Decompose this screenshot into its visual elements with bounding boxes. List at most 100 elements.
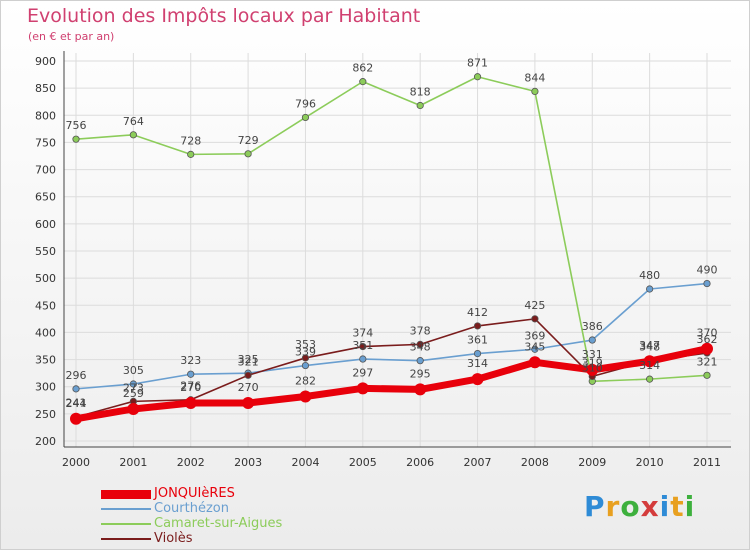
x-tick-label: 2009 [578,456,606,469]
data-label: 323 [180,354,201,367]
data-point [127,402,140,415]
data-point [531,315,539,323]
data-label: 353 [295,338,316,351]
data-label: 321 [697,355,718,368]
data-label: 480 [639,269,660,282]
data-point [72,135,80,143]
data-point [473,73,482,81]
data-label: 425 [524,299,545,312]
x-tick-label: 2004 [291,456,319,469]
data-label: 844 [524,71,545,84]
data-label: 728 [180,134,201,147]
y-tick-label: 500 [35,272,56,285]
proxiti-logo: Proxiti [584,490,696,523]
y-tick-label: 350 [35,354,56,367]
legend-swatch [101,489,151,499]
y-tick-label: 750 [35,136,56,149]
data-label: 282 [295,374,316,387]
series-lines [70,73,713,425]
data-point [473,349,482,358]
data-point [244,371,252,379]
y-tick-label: 400 [35,326,56,339]
data-label: 369 [524,329,545,342]
chart-title: Evolution des Impôts locaux par Habitant [27,5,421,27]
x-tick-label: 2006 [406,456,434,469]
data-label: 348 [410,341,431,354]
x-tick-label: 2001 [119,456,147,469]
data-label: 270 [238,381,259,394]
data-point [646,285,654,293]
y-tick-label: 650 [35,191,56,204]
legend-item: Courthézon [101,501,351,517]
legend-item: Camaret-sur-Aigues [101,516,351,532]
data-point [646,375,654,383]
series-line [72,345,711,423]
data-point [528,356,541,369]
x-tick-label: 2008 [521,456,549,469]
data-label: 305 [123,364,144,377]
y-tick-label: 600 [35,218,56,231]
data-label: 370 [697,327,718,340]
axes: 200 250 300 350 400 450 500 550 600 650 700 750 800 8… [35,51,731,469]
data-label: 244 [66,397,87,410]
data-point [242,397,255,409]
legend-swatch [101,538,151,540]
y-tick-label: 450 [35,299,56,312]
x-tick-label: 2000 [62,456,90,469]
x-tick-label: 2007 [464,456,492,469]
y-tick-label: 850 [35,82,56,95]
data-point [586,363,599,376]
data-label: 818 [410,86,431,99]
y-tick-label: 550 [35,245,56,258]
data-point [299,390,312,403]
data-point [471,373,484,386]
data-point [703,371,711,379]
data-label: 756 [66,119,87,132]
data-point [184,397,197,409]
data-label: 796 [295,97,316,110]
data-label: 412 [467,306,488,319]
x-tick-label: 2011 [693,456,721,469]
data-point [244,150,252,158]
data-label: 276 [180,380,201,393]
data-label: 490 [697,264,718,277]
x-tick-label: 2010 [636,456,664,469]
data-label: 871 [467,57,488,70]
data-point [301,361,310,370]
data-point [643,355,656,368]
data-label: 347 [639,339,660,352]
data-point [129,380,137,388]
data-label: 310 [582,361,603,374]
data-point [531,345,539,353]
y-tick-label: 200 [35,435,56,448]
data-label: 378 [410,324,431,337]
series-line [75,75,708,383]
data-point [187,370,195,378]
data-label: 321 [238,355,259,368]
data-point [72,385,80,393]
data-label: 331 [582,348,603,361]
data-point [301,113,310,122]
y-tick-label: 250 [35,408,56,421]
data-label: 362 [697,333,718,346]
data-label: 297 [352,366,373,379]
data-label: 314 [467,357,488,370]
data-point [416,340,424,348]
data-label: 351 [352,339,373,352]
legend-swatch [101,508,151,510]
data-label: 296 [66,369,87,382]
data-label: 325 [238,353,259,366]
data-point [359,355,367,363]
y-tick-label: 700 [35,164,56,177]
legend-item: Violès [101,531,351,547]
data-point [359,78,367,86]
data-label: 295 [410,367,431,380]
data-label: 729 [238,134,259,147]
legend-swatch [101,523,151,525]
data-label: 259 [123,387,144,400]
data-point [301,354,310,362]
data-point [701,342,713,355]
data-point [588,336,596,344]
